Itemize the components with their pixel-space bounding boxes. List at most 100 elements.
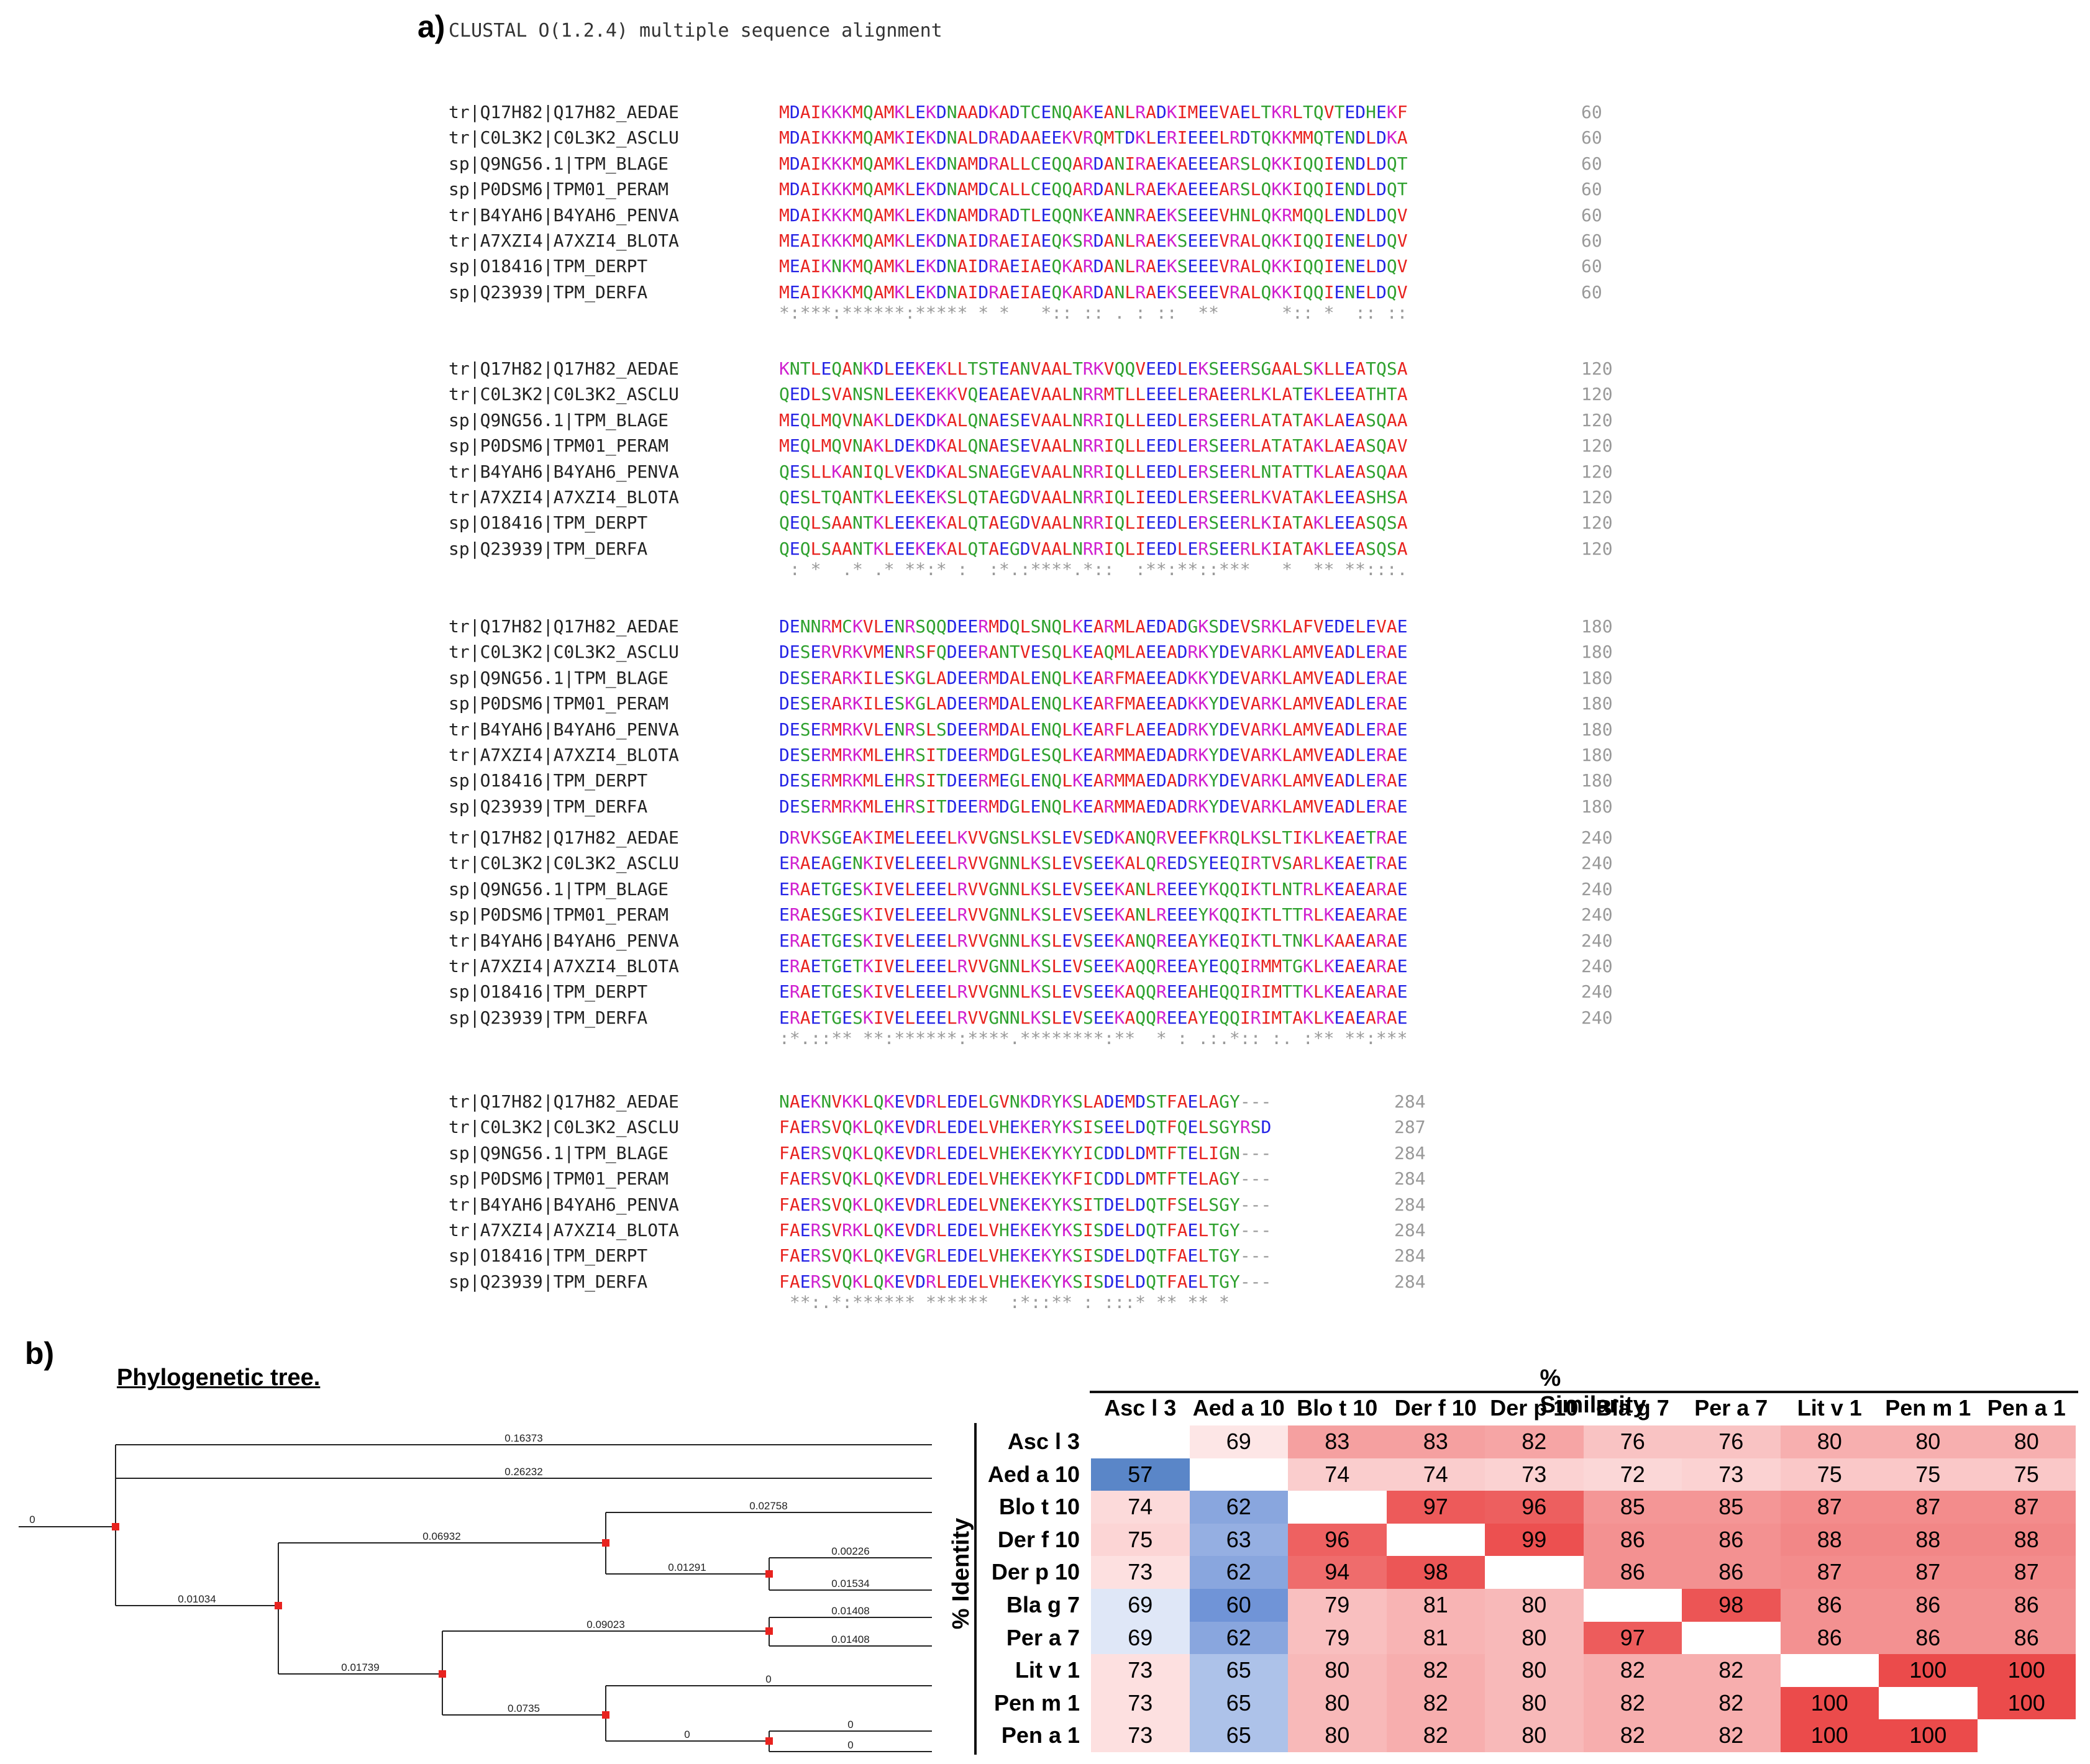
sequence-position: 120: [1581, 512, 1613, 534]
row-header: Der f 10: [997, 1526, 1080, 1552]
tree-node: [439, 1670, 446, 1678]
sequence-residues: DESERMRKVLENRSLSDEERMDALENQLKEARFLAEEADR…: [779, 719, 1408, 740]
matrix-cell: 73: [1485, 1458, 1584, 1491]
row-header: Pen m 1: [993, 1689, 1080, 1716]
sequence-name: sp|Q23939|TPM_DERFA: [449, 796, 648, 817]
sequence-name: tr|Q17H82|Q17H82_AEDAE: [449, 358, 679, 379]
matrix-cell: 72: [1583, 1458, 1682, 1491]
sequence-residues: ERAETGESKIVELEEELRVVGNNLKSLEVSEEKAQQREEA…: [779, 981, 1408, 1002]
sequence-name: sp|O18416|TPM_DERPT: [449, 770, 648, 791]
matrix-cell: 82: [1682, 1719, 1781, 1752]
sequence-position: 120: [1581, 461, 1613, 482]
sequence-position: 60: [1581, 127, 1602, 148]
sequence-residues: MDAIKKKMQAMKLEKDNAMDRADTLEQQNKEANNRAEKSE…: [779, 204, 1408, 225]
matrix-cell: [1682, 1621, 1781, 1655]
sequence-name: sp|O18416|TPM_DERPT: [449, 256, 648, 277]
sequence-residues: MEQLMQVNAKLDEKDKALQNAESEVAALNRRIQLLEEDLE…: [779, 435, 1408, 457]
sequence-name: sp|P0DSM6|TPM01_PERAM: [449, 1168, 669, 1189]
sequence-name: sp|P0DSM6|TPM01_PERAM: [449, 179, 669, 200]
matrix-cell: [1780, 1654, 1879, 1687]
sequence-residues: QESLTQANTKLEEKEKSLQTAEGDVAALNRRIQLIEEDLE…: [779, 487, 1408, 507]
matrix-cell: 86: [1977, 1621, 2076, 1655]
matrix-cell: 73: [1091, 1654, 1190, 1687]
sequence-position: 284: [1394, 1091, 1426, 1112]
sequence-residues: FAERSVQKLQKEVDRLEDELVHEKEKYKSISDELDQTFAE…: [779, 1271, 1272, 1292]
sequence-residues: QESLLKANIQLVEKDKALSNAEGEVAALNRRIQLLEEDLE…: [779, 461, 1408, 482]
sequence-position: 180: [1581, 642, 1613, 663]
matrix-cell: 65: [1189, 1719, 1288, 1752]
panel-b-label: b): [25, 1336, 55, 1371]
alignment-title: CLUSTAL O(1.2.4) multiple sequence align…: [449, 20, 942, 42]
matrix-cell: 80: [1485, 1654, 1584, 1687]
matrix-cell: 82: [1682, 1686, 1781, 1720]
column-header: Bla g 7: [1595, 1395, 1669, 1421]
sequence-position: 60: [1581, 281, 1602, 302]
matrix-cell: 80: [1977, 1425, 2076, 1458]
tree-title: Phylogenetic tree.: [117, 1365, 321, 1391]
matrix-cell: 100: [1780, 1719, 1879, 1752]
row-header: Pen a 1: [1001, 1722, 1080, 1748]
matrix-cell: 86: [1682, 1523, 1781, 1557]
branch-label: 0.16373: [504, 1432, 542, 1444]
matrix-cell: 79: [1288, 1621, 1387, 1655]
sequence-residues: DESERVRKVMENRSFQDEERANTVESQLKEAQMLAEEADR…: [779, 642, 1408, 663]
matrix-cell: 62: [1189, 1556, 1288, 1589]
branch-label: 0.00226: [831, 1545, 869, 1557]
matrix-cell: 100: [1977, 1654, 2076, 1687]
matrix-cell: 82: [1386, 1686, 1485, 1720]
matrix-cell: 100: [1879, 1654, 1978, 1687]
matrix-cell: 74: [1091, 1491, 1190, 1524]
matrix-cell: 82: [1386, 1719, 1485, 1752]
sequence-name: tr|B4YAH6|B4YAH6_PENVA: [449, 204, 679, 225]
matrix-cell: 69: [1091, 1621, 1190, 1655]
sequence-residues: DENNRMCKVLENRSQQDEERMDQLSNQLKEARMLAEDADG…: [779, 616, 1408, 637]
matrix-cell: 65: [1189, 1654, 1288, 1687]
branch-label: 0.06932: [422, 1530, 460, 1542]
tree-root-label: 0: [29, 1514, 35, 1525]
sequence-position: 240: [1581, 853, 1613, 874]
sequence-name: sp|Q23939|TPM_DERFA: [449, 1271, 648, 1292]
matrix-cell: 100: [1977, 1686, 2076, 1720]
matrix-cell: 75: [1091, 1523, 1190, 1557]
sequence-name: tr|B4YAH6|B4YAH6_PENVA: [449, 461, 679, 482]
sequence-name: tr|B4YAH6|B4YAH6_PENVA: [449, 930, 679, 951]
sequence-position: 60: [1581, 204, 1602, 225]
matrix-cell: 87: [1977, 1491, 2076, 1524]
sequence-residues: QEQLSAANTKLEEKEKALQTAEGDVAALNRRIQLIEEDLE…: [779, 538, 1408, 559]
matrix-cell: [1879, 1686, 1978, 1720]
column-header: Per a 7: [1694, 1395, 1768, 1421]
sequence-position: 240: [1581, 981, 1613, 1002]
branch-label: 0: [847, 1739, 853, 1751]
sequence-position: 60: [1581, 230, 1602, 251]
sequence-name: tr|C0L3K2|C0L3K2_ASCLU: [449, 127, 679, 148]
branch-label: 0.01291: [668, 1562, 706, 1573]
sequence-name: sp|Q23939|TPM_DERFA: [449, 538, 648, 559]
sequence-position: 60: [1581, 102, 1602, 122]
sequence-position: 180: [1581, 616, 1613, 637]
sequence-residues: NAEKNVKKLQKEVDRLEDELGVNKDRYKSLADEMDSTFAE…: [779, 1091, 1272, 1112]
sequence-position: 180: [1581, 796, 1613, 817]
matrix-cell: 86: [1583, 1556, 1682, 1589]
matrix-cell: 79: [1288, 1589, 1387, 1622]
matrix-cell: 80: [1485, 1686, 1584, 1720]
sequence-name: sp|Q9NG56.1|TPM_BLAGE: [449, 409, 669, 430]
matrix-cell: 88: [1780, 1523, 1879, 1557]
matrix-cell: [1189, 1458, 1288, 1491]
column-header: Blo t 10: [1297, 1395, 1378, 1421]
sequence-name: tr|Q17H82|Q17H82_AEDAE: [449, 102, 679, 122]
matrix-cell: 97: [1583, 1621, 1682, 1655]
sequence-residues: DESERMRKMLEHRSITDEERMDGLENQLKEARMMAEDADR…: [779, 796, 1408, 817]
sequence-position: 60: [1581, 256, 1602, 277]
sequence-residues: MDAIKKKMQAMKLEKDNAADKADTCENQAKEANLRADKIM…: [779, 102, 1408, 122]
sequence-name: tr|C0L3K2|C0L3K2_ASCLU: [449, 853, 679, 874]
sequence-residues: MEQLMQVNAKLDEKDKALQNAESEVAALNRRIQLLEEDLE…: [779, 409, 1408, 430]
matrix-cell: [1583, 1589, 1682, 1622]
matrix-cell: 86: [1977, 1589, 2076, 1622]
sequence-position: 120: [1581, 435, 1613, 457]
branch-label: 0.0735: [508, 1703, 540, 1714]
sequence-residues: FAERSVQKLQKEVGRLEDELVHEKEKYKSISDELDQTFAE…: [779, 1245, 1272, 1266]
matrix-cell: 83: [1386, 1425, 1485, 1458]
column-header: Der p 10: [1490, 1395, 1579, 1421]
matrix-cell: 80: [1879, 1425, 1978, 1458]
sequence-name: sp|P0DSM6|TPM01_PERAM: [449, 435, 669, 457]
